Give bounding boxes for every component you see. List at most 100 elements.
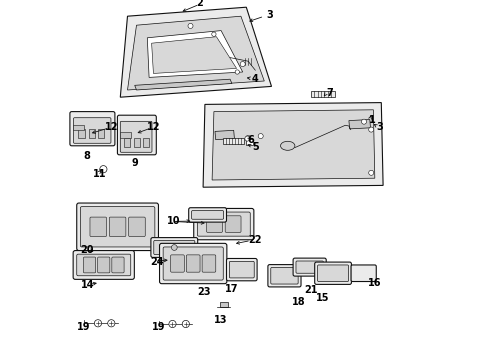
FancyBboxPatch shape (151, 238, 197, 257)
Text: 10: 10 (166, 216, 180, 226)
FancyBboxPatch shape (270, 267, 298, 284)
Polygon shape (147, 31, 242, 77)
Polygon shape (151, 37, 236, 73)
FancyBboxPatch shape (98, 257, 110, 273)
FancyBboxPatch shape (170, 255, 184, 272)
FancyBboxPatch shape (73, 251, 134, 279)
FancyBboxPatch shape (90, 217, 106, 237)
Text: 19: 19 (76, 322, 90, 332)
FancyBboxPatch shape (186, 255, 200, 272)
Polygon shape (203, 103, 382, 187)
Bar (223, 138, 244, 144)
Bar (123, 138, 130, 147)
Circle shape (368, 127, 373, 132)
Bar (78, 129, 84, 138)
FancyBboxPatch shape (206, 216, 222, 233)
Text: 16: 16 (367, 278, 381, 288)
FancyBboxPatch shape (117, 115, 156, 155)
Text: 23: 23 (197, 287, 210, 297)
FancyBboxPatch shape (314, 262, 351, 284)
Text: 3: 3 (266, 10, 272, 20)
Circle shape (368, 170, 373, 175)
FancyBboxPatch shape (226, 258, 257, 281)
FancyBboxPatch shape (112, 257, 124, 273)
FancyBboxPatch shape (202, 255, 215, 272)
Text: 13: 13 (214, 315, 227, 325)
Text: 14: 14 (81, 280, 95, 290)
Text: 12: 12 (147, 122, 160, 132)
FancyBboxPatch shape (197, 212, 250, 236)
FancyBboxPatch shape (70, 112, 115, 146)
Circle shape (171, 245, 177, 251)
Circle shape (168, 320, 176, 328)
FancyBboxPatch shape (128, 217, 145, 237)
Text: 17: 17 (224, 284, 238, 294)
Circle shape (182, 320, 189, 328)
Text: 20: 20 (80, 245, 93, 255)
Polygon shape (120, 7, 271, 97)
Bar (73, 125, 84, 130)
Bar (220, 302, 227, 307)
Polygon shape (127, 16, 264, 90)
Text: 24: 24 (150, 257, 164, 267)
Circle shape (240, 62, 244, 67)
FancyBboxPatch shape (191, 211, 223, 219)
Bar (142, 138, 149, 147)
Bar (120, 132, 131, 138)
FancyBboxPatch shape (295, 261, 323, 273)
Text: 11: 11 (93, 168, 106, 179)
Text: 8: 8 (83, 150, 90, 161)
FancyBboxPatch shape (153, 240, 194, 255)
FancyBboxPatch shape (292, 258, 325, 276)
Polygon shape (348, 120, 370, 129)
Circle shape (244, 136, 249, 141)
Bar (133, 138, 140, 147)
Circle shape (100, 166, 107, 173)
Text: 12: 12 (105, 122, 119, 132)
Bar (89, 129, 95, 138)
Text: 1: 1 (368, 114, 375, 125)
FancyBboxPatch shape (267, 265, 301, 287)
FancyBboxPatch shape (350, 265, 375, 282)
Text: 22: 22 (247, 235, 261, 246)
FancyBboxPatch shape (193, 208, 253, 240)
Text: 5: 5 (251, 142, 258, 152)
Text: 15: 15 (316, 293, 329, 303)
FancyBboxPatch shape (77, 203, 158, 251)
Bar (246, 139, 252, 145)
FancyBboxPatch shape (317, 265, 348, 282)
FancyBboxPatch shape (163, 247, 223, 280)
Text: 6: 6 (247, 135, 254, 145)
FancyBboxPatch shape (159, 243, 226, 284)
FancyBboxPatch shape (224, 216, 241, 233)
FancyBboxPatch shape (83, 257, 96, 273)
Polygon shape (134, 79, 231, 90)
Text: 9: 9 (131, 158, 138, 168)
Text: 3: 3 (375, 122, 382, 132)
FancyBboxPatch shape (73, 118, 111, 143)
Bar (98, 129, 104, 138)
FancyBboxPatch shape (229, 261, 254, 278)
FancyBboxPatch shape (120, 121, 152, 152)
FancyBboxPatch shape (109, 217, 125, 237)
Text: 21: 21 (304, 285, 317, 295)
FancyBboxPatch shape (77, 254, 130, 276)
Circle shape (94, 320, 102, 327)
FancyBboxPatch shape (80, 207, 155, 247)
Text: 18: 18 (291, 297, 305, 307)
Circle shape (107, 320, 115, 327)
Polygon shape (212, 110, 374, 180)
Text: 19: 19 (152, 322, 165, 332)
Polygon shape (215, 130, 234, 140)
FancyBboxPatch shape (188, 208, 226, 222)
Circle shape (187, 23, 193, 28)
Circle shape (361, 119, 366, 124)
Circle shape (258, 134, 263, 139)
Text: 4: 4 (251, 74, 258, 84)
Text: 2: 2 (196, 0, 203, 8)
Circle shape (211, 32, 216, 36)
Circle shape (235, 70, 239, 74)
Bar (310, 91, 334, 97)
Text: 7: 7 (326, 88, 333, 98)
Circle shape (245, 135, 250, 140)
